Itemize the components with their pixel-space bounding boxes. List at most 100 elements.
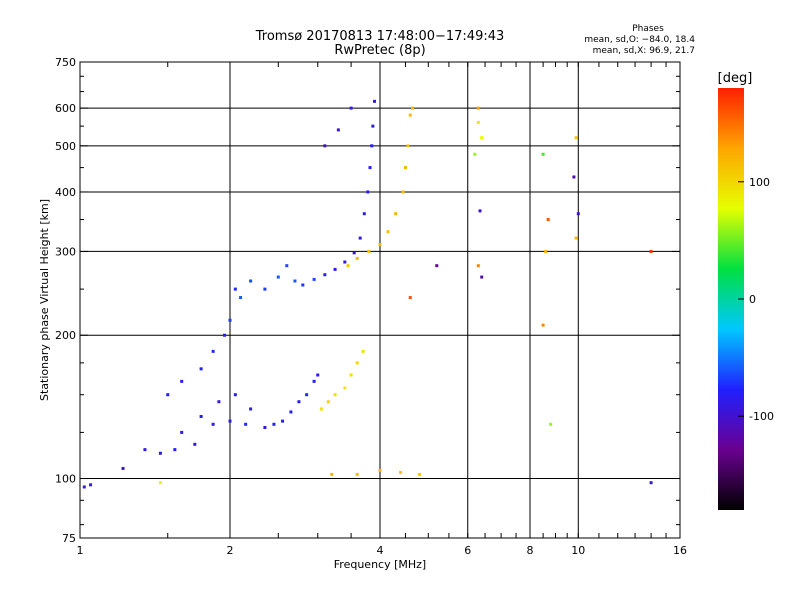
data-point (371, 124, 375, 128)
data-point (435, 264, 439, 268)
data-point (366, 190, 370, 194)
colorbar-tick-label: 100 (749, 176, 770, 189)
data-point (305, 393, 309, 397)
data-point (352, 251, 356, 255)
data-point (411, 106, 415, 110)
data-point (406, 144, 410, 148)
series-group (319, 106, 421, 476)
series-group (158, 106, 653, 485)
colorbar-tick-label: 0 (749, 293, 756, 306)
data-point (316, 373, 320, 377)
data-point (544, 249, 548, 253)
y-tick-label: 750 (55, 56, 76, 69)
colorbar-tick-label: -100 (749, 410, 774, 423)
data-point (233, 287, 237, 291)
data-point (478, 209, 482, 213)
data-point (349, 373, 353, 377)
data-point (211, 422, 215, 426)
y-tick-label: 500 (55, 140, 76, 153)
chart-title: Tromsø 20170813 17:48:00−17:49:43 (255, 29, 505, 44)
y-tick-label: 75 (62, 532, 76, 545)
data-point (82, 485, 86, 489)
data-point (89, 483, 93, 487)
data-point (249, 279, 253, 283)
data-point (403, 166, 407, 170)
data-point (408, 296, 412, 300)
data-point (276, 275, 280, 279)
data-point (333, 393, 337, 397)
data-point (301, 283, 305, 287)
data-point (541, 323, 545, 327)
data-point (297, 400, 301, 404)
data-point (362, 212, 366, 216)
data-points (82, 99, 653, 489)
data-point (293, 279, 297, 283)
data-point (244, 422, 248, 426)
x-tick-label: 10 (571, 544, 585, 557)
data-point (217, 400, 221, 404)
data-point (417, 472, 421, 476)
data-point (121, 466, 125, 470)
colorbar-ticks: 100 0 -100 (738, 176, 774, 423)
data-point (180, 430, 184, 434)
data-point (312, 379, 316, 383)
data-point (355, 472, 359, 476)
data-point (378, 468, 382, 472)
y-tick-label: 400 (55, 186, 76, 199)
data-point (193, 442, 197, 446)
data-point (401, 190, 405, 194)
data-point (480, 136, 484, 140)
data-point (572, 175, 576, 179)
data-point (158, 481, 162, 485)
data-point (346, 264, 350, 268)
data-point (289, 410, 293, 414)
data-point (349, 106, 353, 110)
series-group (166, 99, 377, 397)
data-point (649, 481, 653, 485)
data-point (211, 349, 215, 353)
data-point (480, 275, 484, 279)
data-point (180, 379, 184, 383)
data-point (574, 136, 578, 140)
data-point (378, 243, 382, 247)
data-point (173, 448, 177, 452)
data-point (576, 212, 580, 216)
data-point (546, 218, 550, 222)
chart-subtitle: RwPretec (8p) (334, 43, 425, 58)
data-point (343, 386, 347, 390)
x-tick-label: 16 (673, 544, 687, 557)
series-group (82, 373, 320, 489)
data-point (368, 166, 372, 170)
data-point (312, 277, 316, 281)
data-point (158, 451, 162, 455)
data-point (473, 152, 477, 156)
data-point (228, 419, 232, 423)
data-point (323, 273, 327, 277)
data-point (574, 236, 578, 240)
stats-line-x: mean, sd,X: 96.9, 21.7 (593, 46, 695, 56)
data-point (272, 422, 276, 426)
y-tick-label: 300 (55, 245, 76, 258)
data-point (223, 333, 227, 337)
data-point (233, 393, 237, 397)
colorbar-label: [deg] (718, 71, 753, 86)
data-point (263, 287, 267, 291)
x-tick-label: 8 (527, 544, 534, 557)
data-point (649, 249, 653, 253)
data-point (370, 144, 374, 148)
data-point (476, 106, 480, 110)
y-tick-label: 200 (55, 329, 76, 342)
data-point (549, 422, 553, 426)
x-tick-label: 2 (227, 544, 234, 557)
data-point (476, 264, 480, 268)
data-point (399, 470, 403, 474)
grid (80, 62, 680, 538)
data-point (143, 448, 147, 452)
data-point (541, 152, 545, 156)
data-point (361, 349, 365, 353)
data-point (333, 267, 337, 271)
data-point (228, 318, 232, 322)
data-point (358, 236, 362, 240)
data-point (239, 296, 243, 300)
